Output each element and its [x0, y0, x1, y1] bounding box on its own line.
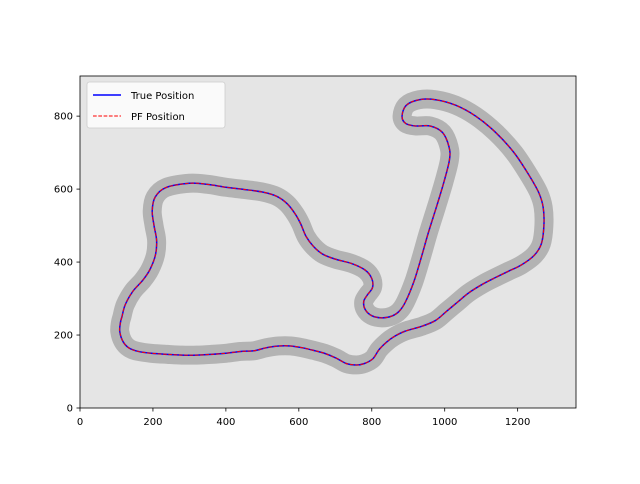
- y-tick-label: 800: [54, 112, 73, 123]
- y-tick-label: 0: [67, 404, 73, 415]
- legend-box: [86, 81, 226, 129]
- axes-layer: 0 200 400 600 800 1000 1200 0 200 400 600 800: [54, 75, 577, 428]
- legend: True Position PF Position: [86, 81, 226, 129]
- x-tick-label: 1200: [505, 417, 530, 428]
- legend-label: PF Position: [131, 112, 185, 123]
- legend-label: True Position: [130, 91, 194, 102]
- x-tick-label: 600: [289, 417, 308, 428]
- x-tick-label: 1000: [432, 417, 457, 428]
- axes-frame: [79, 75, 577, 409]
- y-tick-label: 400: [54, 258, 73, 269]
- x-tick-label: 200: [143, 417, 162, 428]
- series-line-pf-position: [119, 98, 545, 366]
- series-layer: [118, 98, 545, 366]
- x-tick-label: 0: [77, 417, 83, 428]
- x-tick-label: 800: [362, 417, 381, 428]
- y-tick-label: 200: [54, 331, 73, 342]
- y-tick-label: 600: [54, 185, 73, 196]
- x-tick-label: 400: [216, 417, 235, 428]
